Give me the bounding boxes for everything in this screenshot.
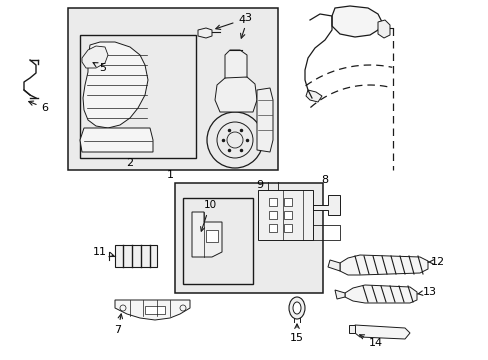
Polygon shape	[305, 90, 321, 102]
Text: 9: 9	[256, 180, 263, 190]
Text: 6: 6	[29, 101, 48, 113]
Text: 4: 4	[215, 15, 245, 30]
Text: 3: 3	[240, 13, 251, 38]
Polygon shape	[82, 46, 108, 68]
Polygon shape	[198, 28, 212, 38]
Polygon shape	[115, 300, 190, 320]
Text: 13: 13	[417, 287, 436, 297]
Bar	[205, 230, 218, 242]
Polygon shape	[192, 212, 222, 257]
Bar	[175, 183, 323, 293]
Polygon shape	[224, 50, 246, 78]
Bar	[80, 35, 196, 158]
Polygon shape	[334, 290, 345, 299]
Text: 11: 11	[93, 247, 114, 257]
Bar	[268, 224, 276, 232]
Bar	[268, 198, 276, 206]
Polygon shape	[354, 325, 409, 339]
Polygon shape	[331, 6, 381, 37]
Polygon shape	[377, 20, 389, 38]
Bar	[268, 211, 276, 219]
Bar	[145, 306, 164, 314]
Text: 1: 1	[166, 170, 173, 180]
Bar	[348, 325, 354, 333]
Polygon shape	[258, 190, 339, 240]
Bar	[183, 198, 252, 284]
Bar	[284, 198, 291, 206]
Polygon shape	[80, 128, 153, 152]
Polygon shape	[215, 75, 257, 112]
Polygon shape	[83, 42, 148, 128]
Bar	[115, 245, 157, 267]
Ellipse shape	[288, 297, 305, 319]
Polygon shape	[327, 260, 339, 271]
Text: 15: 15	[289, 324, 304, 343]
Ellipse shape	[292, 302, 301, 314]
Text: 10: 10	[200, 200, 216, 231]
Text: 14: 14	[359, 335, 382, 348]
Bar	[68, 8, 278, 170]
Text: 8: 8	[321, 175, 328, 185]
Text: 5: 5	[93, 63, 106, 73]
Text: 2: 2	[126, 158, 133, 168]
Bar	[284, 211, 291, 219]
Bar	[284, 224, 291, 232]
Polygon shape	[257, 88, 272, 152]
Text: 7: 7	[114, 314, 122, 335]
Text: 12: 12	[427, 257, 444, 267]
Polygon shape	[339, 255, 427, 275]
Polygon shape	[345, 285, 416, 303]
